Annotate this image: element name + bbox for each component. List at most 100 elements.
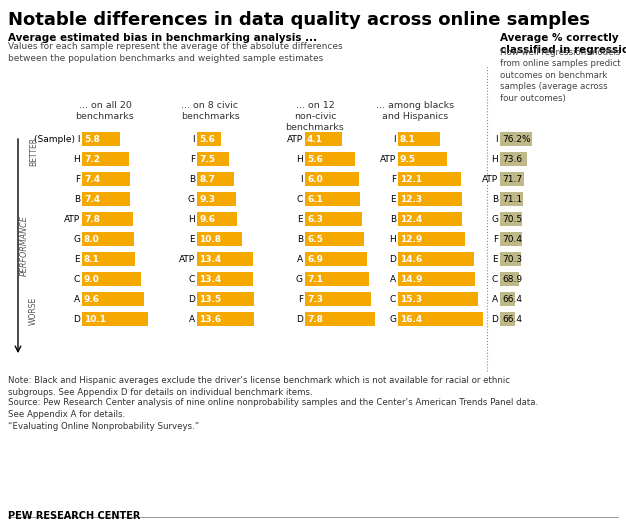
FancyBboxPatch shape <box>305 192 360 206</box>
Text: G: G <box>491 215 498 224</box>
FancyBboxPatch shape <box>82 152 129 166</box>
Text: 7.1: 7.1 <box>307 275 323 284</box>
FancyBboxPatch shape <box>82 252 135 266</box>
Text: 6.9: 6.9 <box>307 254 323 263</box>
FancyBboxPatch shape <box>500 172 524 186</box>
Text: E: E <box>391 194 396 203</box>
FancyBboxPatch shape <box>500 252 521 266</box>
Text: 71.7: 71.7 <box>502 175 522 184</box>
FancyBboxPatch shape <box>500 292 515 306</box>
Text: 71.1: 71.1 <box>502 194 522 203</box>
Text: H: H <box>188 215 195 224</box>
Text: 5.8: 5.8 <box>84 134 100 143</box>
Text: 6.1: 6.1 <box>307 194 323 203</box>
Text: 7.2: 7.2 <box>84 155 100 164</box>
Text: 6.0: 6.0 <box>307 175 323 184</box>
Text: 8.1: 8.1 <box>400 134 416 143</box>
FancyBboxPatch shape <box>398 152 448 166</box>
FancyBboxPatch shape <box>398 232 465 246</box>
Text: H: H <box>73 155 80 164</box>
FancyBboxPatch shape <box>398 172 461 186</box>
FancyBboxPatch shape <box>398 272 476 286</box>
Text: ... on 12
non-civic
benchmarks: ... on 12 non-civic benchmarks <box>285 101 344 132</box>
Text: Notable differences in data quality across online samples: Notable differences in data quality acro… <box>8 11 590 29</box>
Text: 7.3: 7.3 <box>307 295 323 304</box>
Text: D: D <box>491 314 498 323</box>
Text: A: A <box>390 275 396 284</box>
Text: I: I <box>300 175 303 184</box>
Text: 7.5: 7.5 <box>199 155 215 164</box>
FancyBboxPatch shape <box>197 312 254 326</box>
Text: C: C <box>492 275 498 284</box>
FancyBboxPatch shape <box>82 172 130 186</box>
FancyBboxPatch shape <box>398 212 463 226</box>
FancyBboxPatch shape <box>500 152 527 166</box>
Text: 7.8: 7.8 <box>307 314 323 323</box>
Text: 7.4: 7.4 <box>84 175 100 184</box>
Text: 9.6: 9.6 <box>199 215 215 224</box>
Text: D: D <box>73 314 80 323</box>
Text: F: F <box>391 175 396 184</box>
FancyBboxPatch shape <box>305 212 362 226</box>
Text: G: G <box>73 235 80 244</box>
FancyBboxPatch shape <box>398 312 483 326</box>
Text: 6.3: 6.3 <box>307 215 323 224</box>
Text: (Sample) I: (Sample) I <box>34 134 80 143</box>
Text: D: D <box>389 254 396 263</box>
FancyBboxPatch shape <box>197 192 236 206</box>
Text: PEW RESEARCH CENTER: PEW RESEARCH CENTER <box>8 511 140 521</box>
Text: E: E <box>297 215 303 224</box>
Text: A: A <box>189 314 195 323</box>
FancyBboxPatch shape <box>305 312 375 326</box>
Text: How well regression models
from online samples predict
outcomes on benchmark
sam: How well regression models from online s… <box>500 48 620 103</box>
Text: BETTER: BETTER <box>29 136 38 166</box>
Text: A: A <box>297 254 303 263</box>
FancyBboxPatch shape <box>197 212 237 226</box>
Text: H: H <box>296 155 303 164</box>
Text: D: D <box>296 314 303 323</box>
Text: 9.3: 9.3 <box>199 194 215 203</box>
Text: 8.0: 8.0 <box>84 235 100 244</box>
Text: B: B <box>492 194 498 203</box>
Text: 9.6: 9.6 <box>84 295 100 304</box>
Text: I: I <box>192 134 195 143</box>
FancyBboxPatch shape <box>305 272 369 286</box>
Text: 12.3: 12.3 <box>400 194 422 203</box>
FancyBboxPatch shape <box>398 132 440 146</box>
FancyBboxPatch shape <box>197 152 228 166</box>
FancyBboxPatch shape <box>197 132 220 146</box>
Text: 8.1: 8.1 <box>84 254 100 263</box>
FancyBboxPatch shape <box>500 192 523 206</box>
Text: 7.8: 7.8 <box>84 215 100 224</box>
FancyBboxPatch shape <box>305 292 371 306</box>
Text: 12.4: 12.4 <box>400 215 423 224</box>
Text: 5.6: 5.6 <box>307 155 323 164</box>
Text: 10.8: 10.8 <box>199 235 221 244</box>
Text: E: E <box>190 235 195 244</box>
FancyBboxPatch shape <box>500 232 521 246</box>
Text: Average % correctly
classified in regressions: Average % correctly classified in regres… <box>500 33 626 55</box>
Text: B: B <box>297 235 303 244</box>
FancyBboxPatch shape <box>82 272 140 286</box>
Text: 13.4: 13.4 <box>199 254 221 263</box>
Text: 66.4: 66.4 <box>502 295 522 304</box>
Text: 13.4: 13.4 <box>199 275 221 284</box>
Text: 76.2%: 76.2% <box>502 134 531 143</box>
Text: 14.9: 14.9 <box>400 275 423 284</box>
FancyBboxPatch shape <box>398 292 478 306</box>
FancyBboxPatch shape <box>500 132 532 146</box>
Text: 9.5: 9.5 <box>400 155 416 164</box>
Text: 7.4: 7.4 <box>84 194 100 203</box>
Text: 68.9: 68.9 <box>502 275 522 284</box>
Text: WORSE: WORSE <box>29 297 38 325</box>
Text: F: F <box>75 175 80 184</box>
Text: 12.1: 12.1 <box>400 175 422 184</box>
Text: Note: Black and Hispanic averages exclude the driver’s license benchmark which i: Note: Black and Hispanic averages exclud… <box>8 376 510 397</box>
Text: 70.3: 70.3 <box>502 254 522 263</box>
FancyBboxPatch shape <box>305 132 342 146</box>
Text: 8.7: 8.7 <box>199 175 215 184</box>
Text: 13.5: 13.5 <box>199 295 221 304</box>
Text: I: I <box>495 134 498 143</box>
Text: 14.6: 14.6 <box>400 254 423 263</box>
Text: C: C <box>390 295 396 304</box>
